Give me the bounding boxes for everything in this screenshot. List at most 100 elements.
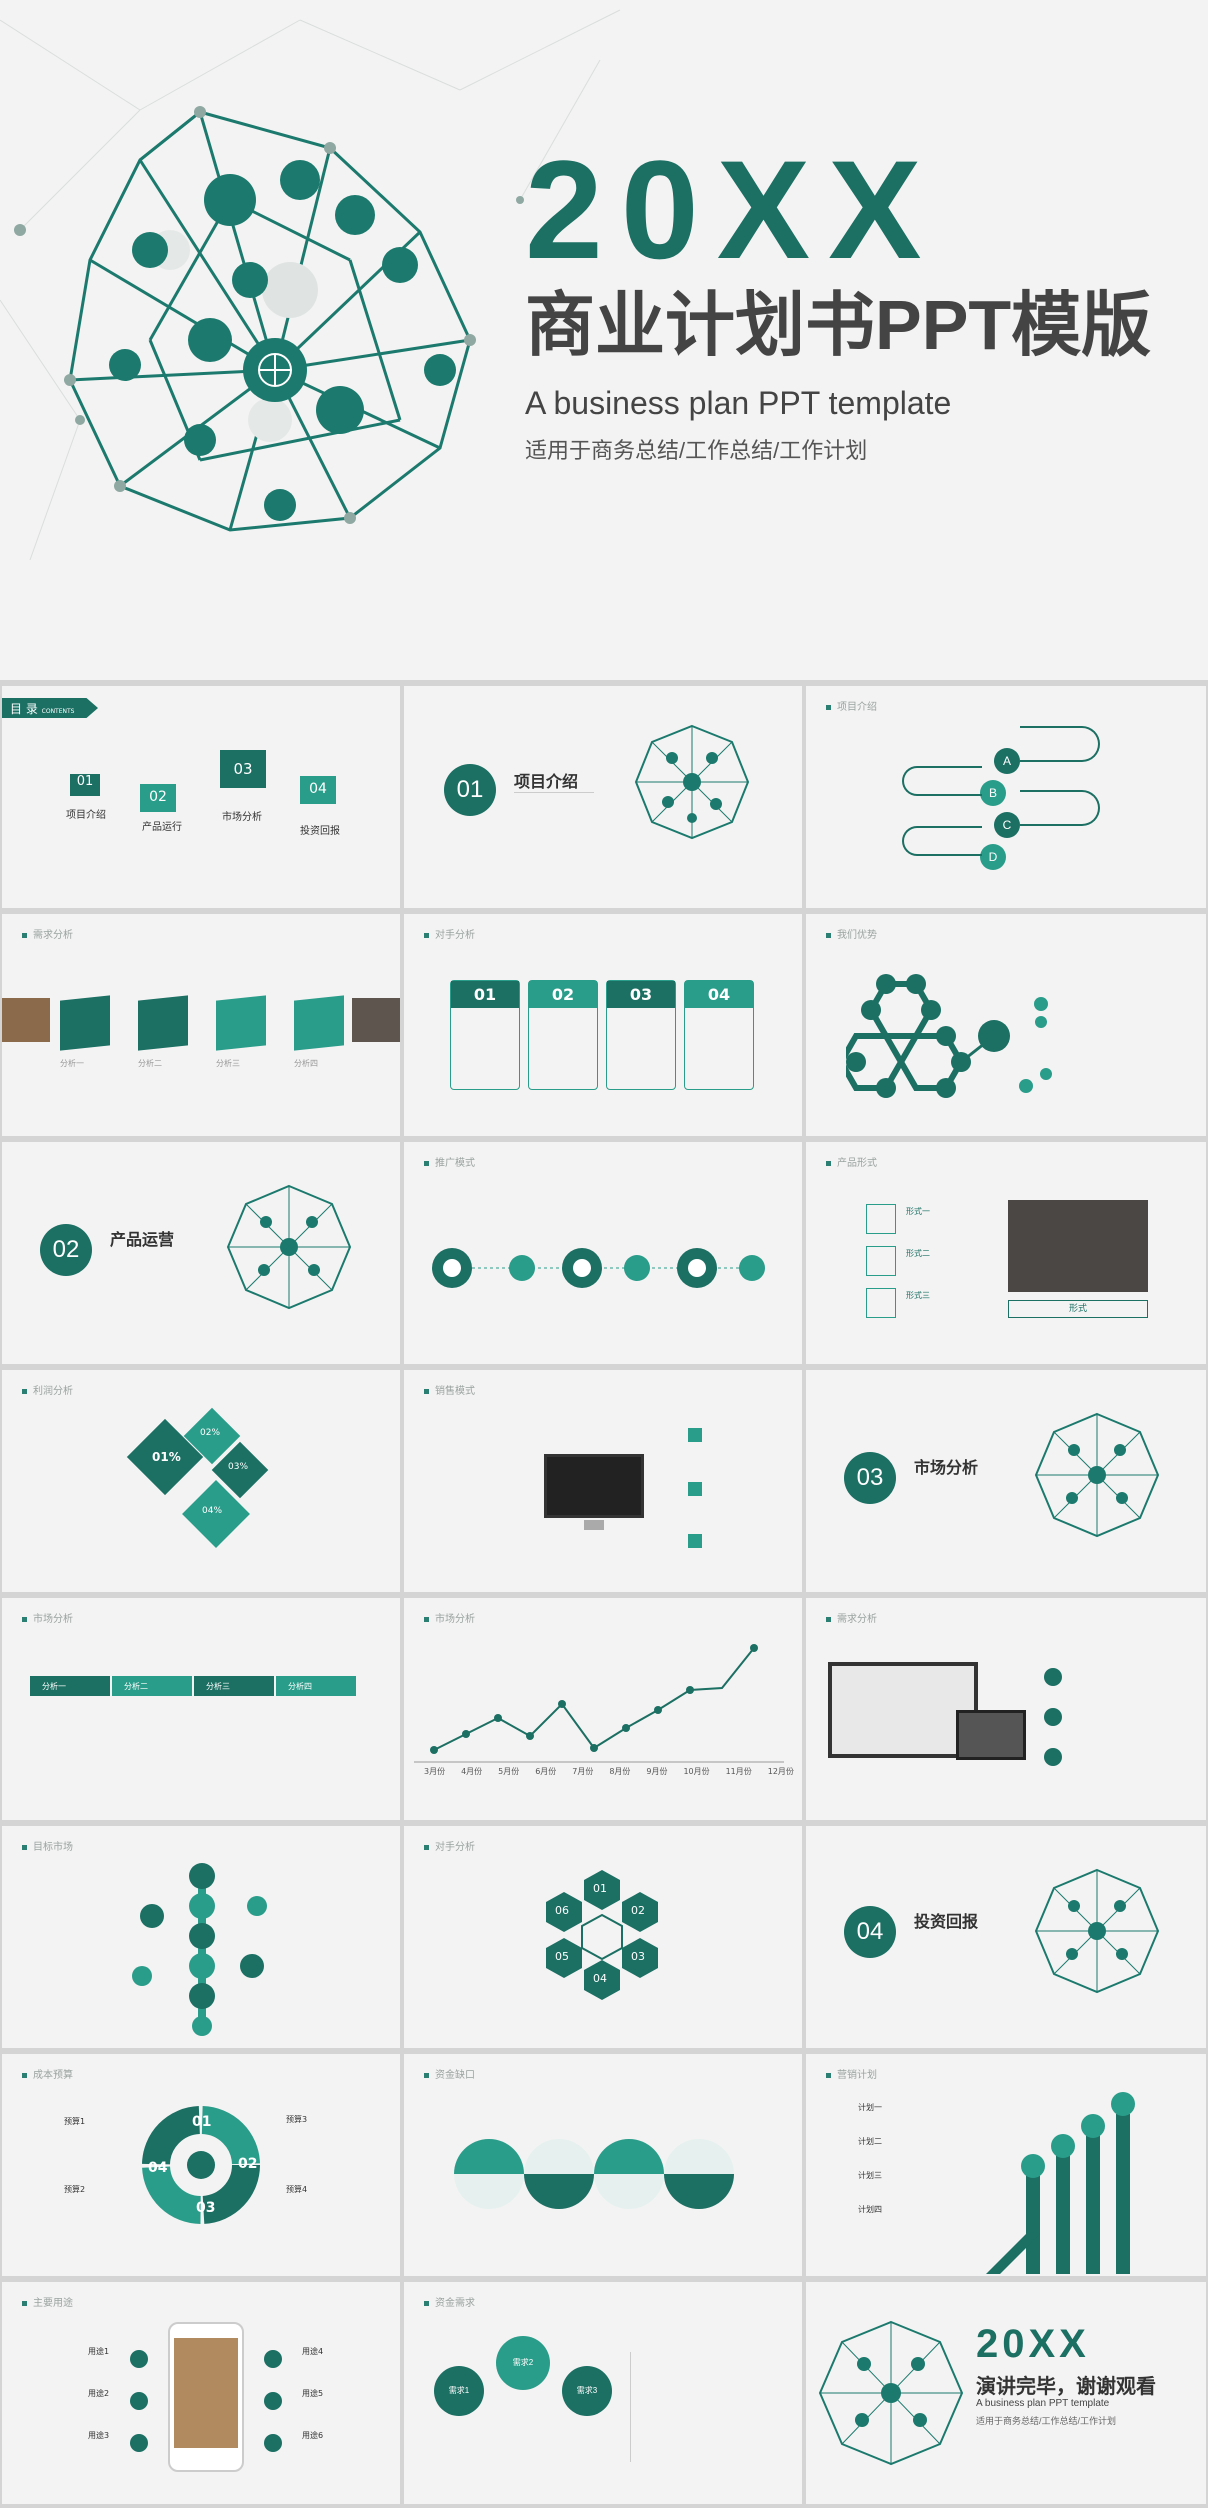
abc-bracket bbox=[902, 766, 982, 796]
format-label: 形式二 bbox=[906, 1249, 930, 1258]
budget-label: 预算1 bbox=[64, 2117, 86, 2126]
need-circle-2[interactable]: 需求2 bbox=[496, 2336, 550, 2390]
section-title: 市场分析 bbox=[914, 1458, 979, 1477]
market-analysis-slide[interactable]: 市场分析 分析一 分析二 分析三 分析四 bbox=[2, 1598, 400, 1820]
slide-header: 营销计划 bbox=[826, 2066, 877, 2081]
use-label: 用途5 bbox=[302, 2389, 324, 2398]
section-number: 01 bbox=[444, 764, 496, 816]
section-slide-4[interactable]: 04 投资回报 bbox=[806, 1826, 1206, 2048]
demand-card-3[interactable] bbox=[216, 995, 266, 1051]
intro-slide[interactable]: 项目介绍 A B C D bbox=[806, 686, 1206, 908]
percent-4: 04% bbox=[202, 1506, 223, 1516]
promotion-slide[interactable]: 推广模式 bbox=[404, 1142, 802, 1364]
cover-subtitle: 适用于商务总结/工作总结/工作计划 bbox=[525, 438, 868, 463]
hex-num-6: 06 bbox=[555, 1904, 569, 1917]
trend-line-graphic bbox=[414, 1644, 784, 1763]
competitor-card-3[interactable]: 03 bbox=[606, 980, 676, 1090]
abc-b: B bbox=[980, 780, 1006, 806]
analysis-tab-1[interactable]: 分析一 bbox=[30, 1676, 110, 1696]
advantage-slide[interactable]: 我们优势 bbox=[806, 914, 1206, 1136]
contents-num: 03 bbox=[233, 760, 253, 778]
tab-label: 分析三 bbox=[206, 1682, 230, 1691]
contents-slide[interactable]: 目 录 CONTENTS 01 项目介绍 02 产品运行 03 市场分析 04 … bbox=[2, 686, 400, 908]
use-icon-1[interactable] bbox=[130, 2350, 148, 2368]
funding-need-slide[interactable]: 资金需求 需求1 需求2 需求3 bbox=[404, 2282, 802, 2504]
product-format-slide[interactable]: 产品形式 形式一 形式二 形式三 形式 bbox=[806, 1142, 1206, 1364]
ending-slide[interactable]: 20XX 演讲完毕，谢谢观看 A business plan PPT templ… bbox=[806, 2282, 1206, 2504]
hex-num-2: 02 bbox=[631, 1904, 645, 1917]
abc-d: D bbox=[980, 844, 1006, 870]
target-market-slide[interactable]: 目标市场 bbox=[2, 1826, 400, 2048]
ending-title: 演讲完毕，谢谢观看 bbox=[976, 2376, 1156, 2398]
sales-icon-2[interactable] bbox=[688, 1482, 702, 1496]
use-icon-5[interactable] bbox=[264, 2392, 282, 2410]
network-icon bbox=[226, 1184, 352, 1310]
need-circle-3[interactable]: 需求3 bbox=[562, 2366, 612, 2416]
demand-card-1[interactable] bbox=[60, 995, 110, 1051]
plan-label: 计划三 bbox=[858, 2171, 882, 2180]
section-number: 04 bbox=[844, 1906, 896, 1958]
market-trend-slide[interactable]: 市场分析 3月份 4月份 5月份 6月份 7月份 8月份 9月份 10月份 11月份 12月份 bbox=[404, 1598, 802, 1820]
contents-label-1: 项目介绍 bbox=[66, 810, 106, 821]
cover-slide[interactable]: 20XX 商业计划书PPT模版 A business plan PPT temp… bbox=[0, 0, 1208, 680]
sales-icon-1[interactable] bbox=[688, 1428, 702, 1442]
section-slide-1[interactable]: 01 项目介绍 bbox=[404, 686, 802, 908]
monitor-stand bbox=[584, 1520, 604, 1530]
need-icon-1[interactable] bbox=[1044, 1668, 1062, 1686]
contents-item-1[interactable]: 01 bbox=[70, 774, 100, 796]
marketing-plan-slide[interactable]: 营销计划 计划一 计划二 计划三 计划四 bbox=[806, 2054, 1206, 2276]
section-desc-placeholder bbox=[514, 792, 594, 806]
section-slide-3[interactable]: 03 市场分析 bbox=[806, 1370, 1206, 1592]
main-use-slide[interactable]: 主要用途 用途1 用途2 用途3 用途4 用途5 用途6 bbox=[2, 2282, 400, 2504]
contents-num: 01 bbox=[76, 774, 94, 789]
use-icon-6[interactable] bbox=[264, 2434, 282, 2452]
format-icon-2[interactable] bbox=[866, 1246, 896, 1276]
month-label: 4月份 bbox=[461, 1767, 483, 1776]
use-icon-4[interactable] bbox=[264, 2350, 282, 2368]
need-circle-1[interactable]: 需求1 bbox=[434, 2366, 484, 2416]
demand-card-2[interactable] bbox=[138, 995, 188, 1051]
slide-header: 主要用途 bbox=[22, 2294, 73, 2309]
analysis-tab-2[interactable]: 分析二 bbox=[112, 1676, 192, 1696]
use-icon-2[interactable] bbox=[130, 2392, 148, 2410]
need-analysis-slide[interactable]: 需求分析 bbox=[806, 1598, 1206, 1820]
cost-budget-slide[interactable]: 成本预算 01 02 03 04 预算1 预算2 预算3 预算4 bbox=[2, 2054, 400, 2276]
sales-mode-slide[interactable]: 销售模式 bbox=[404, 1370, 802, 1592]
demand-slide[interactable]: 需求分析 分析一 分析二 分析三 分析四 bbox=[2, 914, 400, 1136]
section-slide-2[interactable]: 02 产品运营 bbox=[2, 1142, 400, 1364]
contents-item-3[interactable]: 03 bbox=[220, 750, 266, 788]
format-photo bbox=[1008, 1200, 1148, 1292]
competitor-card-4[interactable]: 04 bbox=[684, 980, 754, 1090]
use-icon-3[interactable] bbox=[130, 2434, 148, 2452]
format-label: 形式三 bbox=[906, 1291, 930, 1300]
analysis-tab-4[interactable]: 分析四 bbox=[276, 1676, 356, 1696]
slide-header: 销售模式 bbox=[424, 1382, 475, 1397]
use-label: 用途6 bbox=[302, 2431, 324, 2440]
competitor-card-1[interactable]: 01 bbox=[450, 980, 520, 1090]
ending-subtitle: 适用于商务总结/工作总结/工作计划 bbox=[976, 2416, 1117, 2426]
contents-item-2[interactable]: 02 bbox=[140, 784, 176, 812]
sales-icon-3[interactable] bbox=[688, 1534, 702, 1548]
photo-left bbox=[2, 998, 50, 1042]
contents-item-4[interactable]: 04 bbox=[300, 776, 336, 804]
contents-label-4: 投资回报 bbox=[300, 826, 340, 837]
competitor-card-2[interactable]: 02 bbox=[528, 980, 598, 1090]
competitor-hex-slide[interactable]: 对手分析 01 02 03 04 05 06 bbox=[404, 1826, 802, 2048]
format-button[interactable]: 形式 bbox=[1008, 1300, 1148, 1318]
need-icon-2[interactable] bbox=[1044, 1708, 1062, 1726]
slide-header: 市场分析 bbox=[22, 1610, 73, 1625]
need-icon-3[interactable] bbox=[1044, 1748, 1062, 1766]
format-icon-1[interactable] bbox=[866, 1204, 896, 1234]
demand-card-4[interactable] bbox=[294, 995, 344, 1051]
format-button-label: 形式 bbox=[1068, 1304, 1087, 1314]
format-icon-3[interactable] bbox=[866, 1288, 896, 1318]
funding-gap-slide[interactable]: 资金缺口 bbox=[404, 2054, 802, 2276]
section-title: 产品运营 bbox=[110, 1230, 175, 1249]
analysis-tab-3[interactable]: 分析三 bbox=[194, 1676, 274, 1696]
slide-header: 市场分析 bbox=[424, 1610, 475, 1625]
competitor-slide[interactable]: 对手分析 01 02 03 04 bbox=[404, 914, 802, 1136]
network-icon bbox=[1034, 1412, 1160, 1538]
profit-slide[interactable]: 利润分析 01% 02% 03% 04% bbox=[2, 1370, 400, 1592]
analysis-label: 分析三 bbox=[216, 1059, 240, 1068]
phone-graphic bbox=[168, 2322, 244, 2472]
